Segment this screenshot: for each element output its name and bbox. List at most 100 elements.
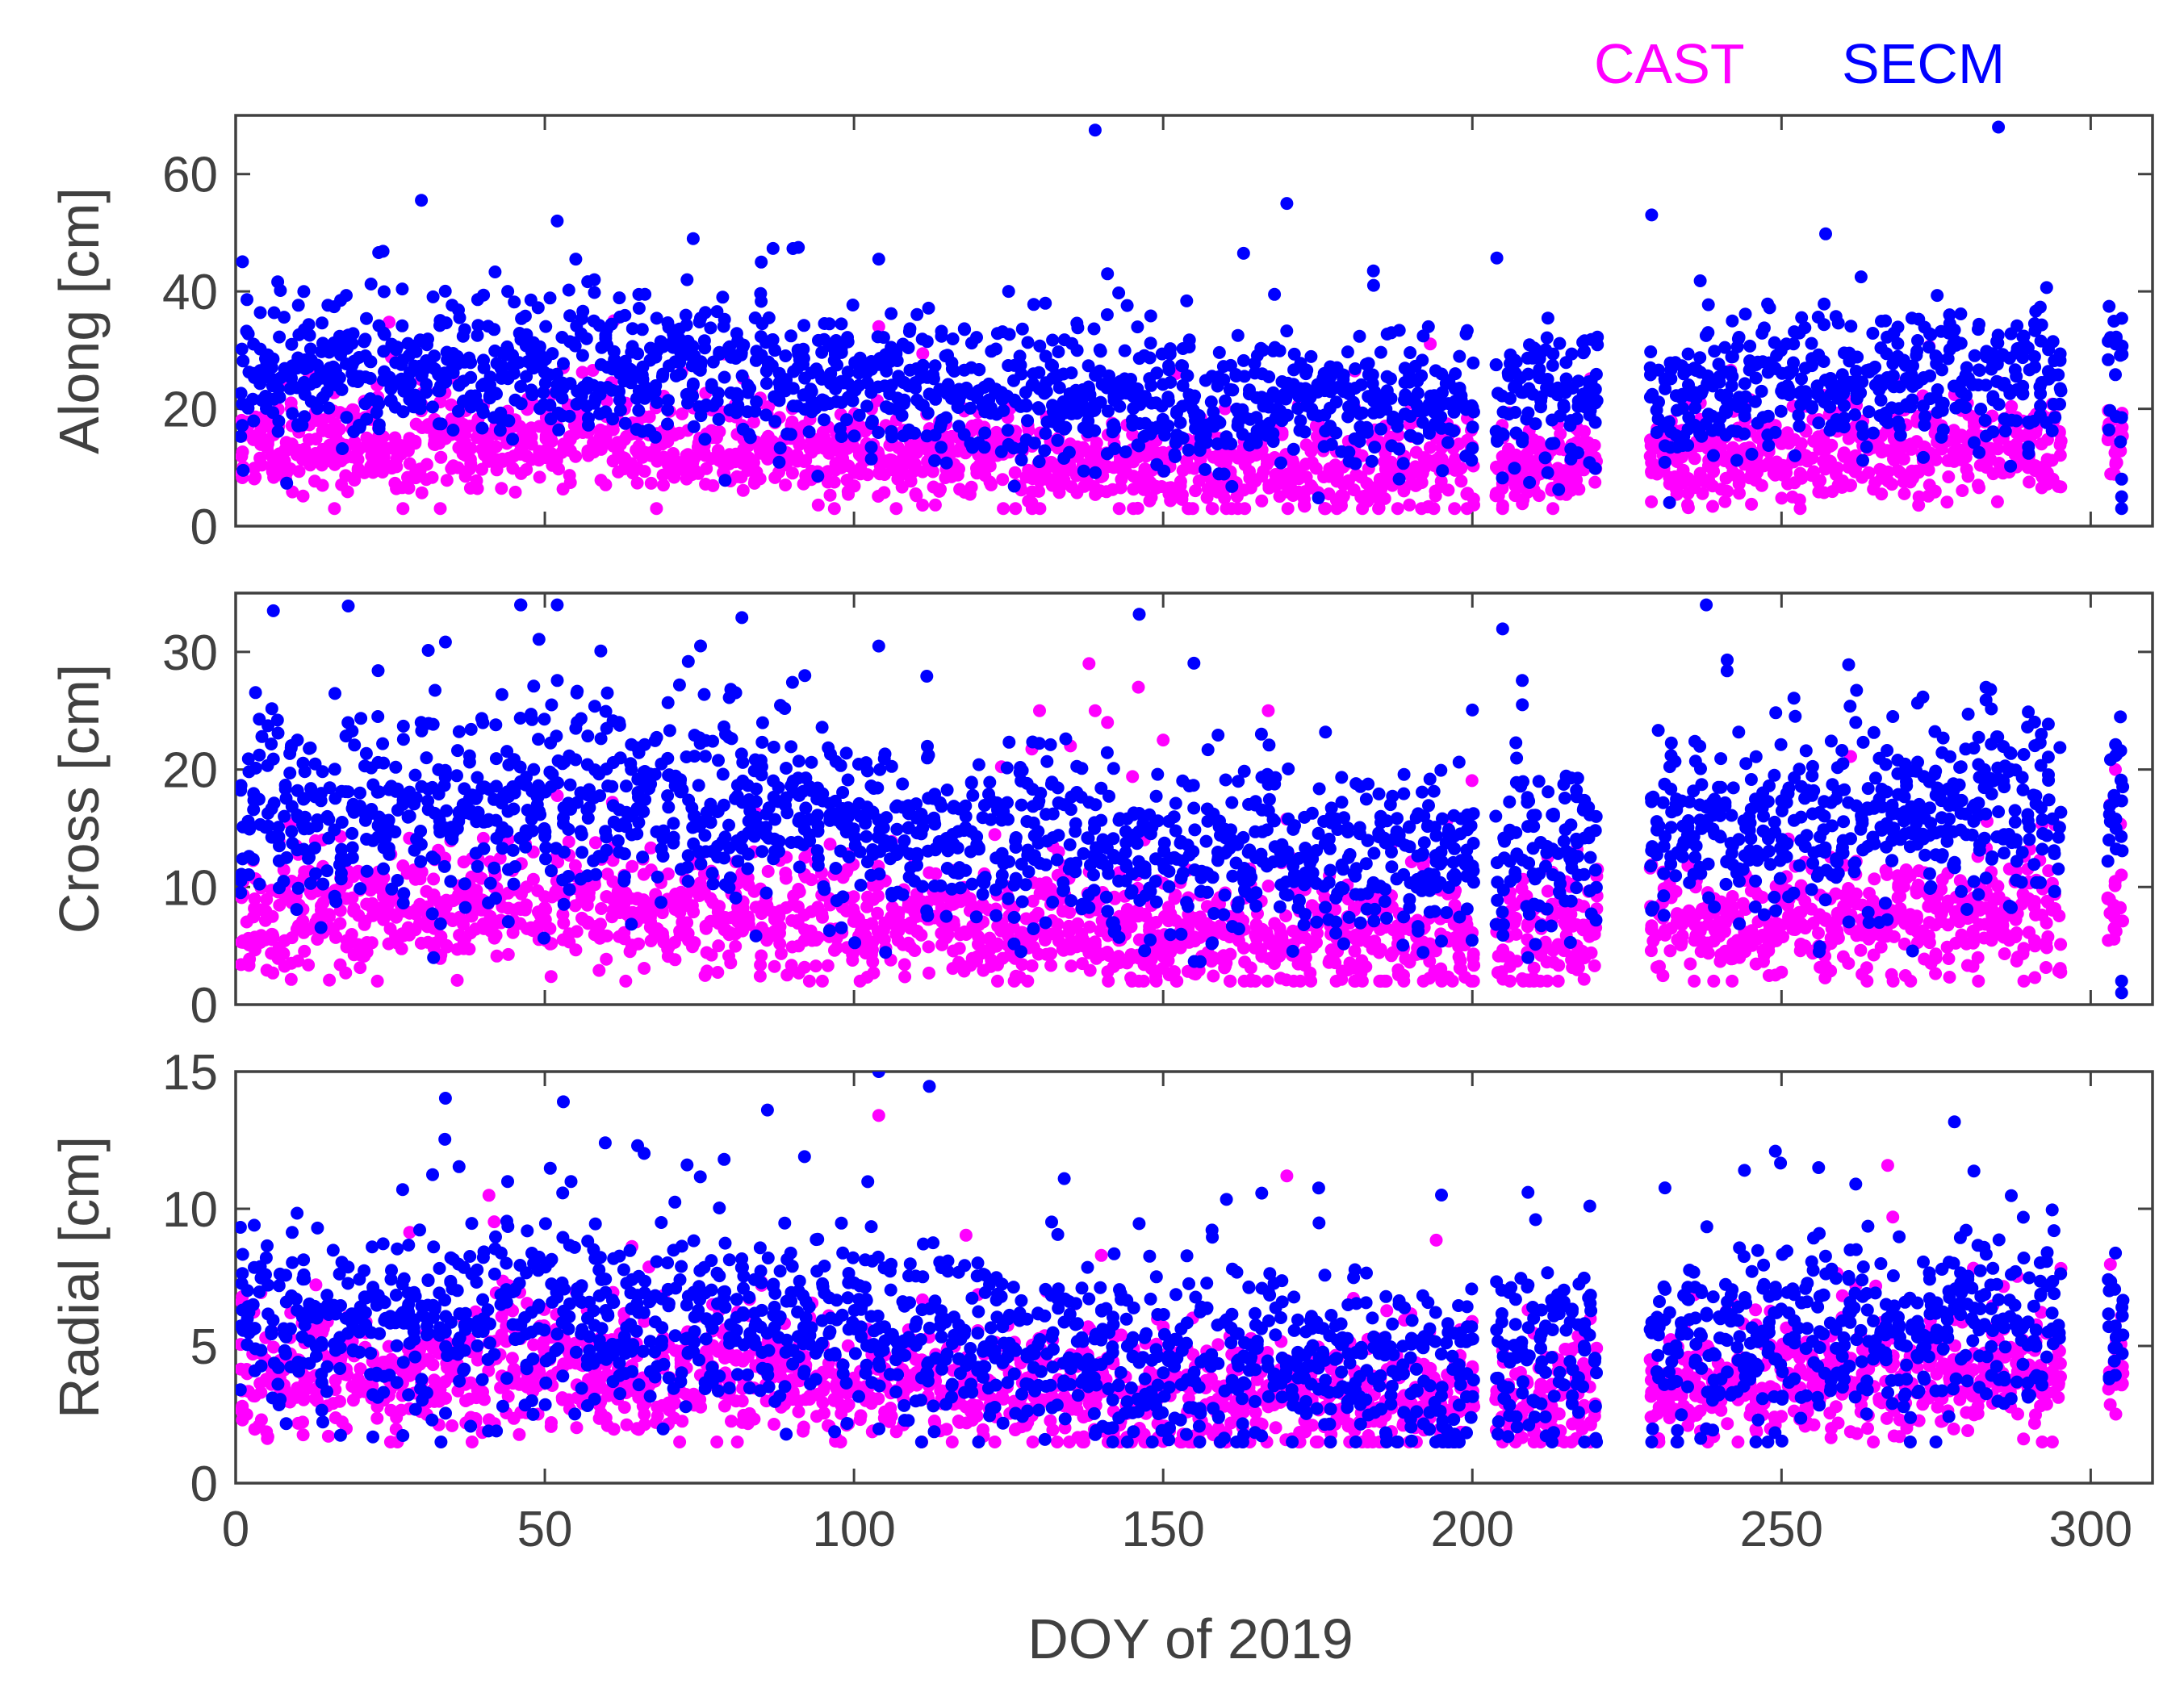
point-secm [539, 320, 553, 333]
point-secm [1237, 370, 1251, 383]
point-secm [420, 338, 433, 352]
y-axis-label: Along [cm] [48, 187, 111, 454]
legend-secm: SECM [1842, 32, 2005, 95]
point-secm [1120, 299, 1134, 312]
point-secm [311, 402, 324, 416]
point-cast [871, 906, 885, 920]
point-secm [471, 319, 485, 332]
point-cast [1928, 485, 1942, 499]
point-cast [1509, 448, 1523, 462]
point-secm [1693, 351, 1707, 365]
point-secm [970, 331, 983, 345]
point-secm [1652, 395, 1665, 409]
point-secm [1329, 426, 1343, 440]
point-secm [910, 307, 924, 321]
point-cast [823, 488, 837, 502]
point-secm [1015, 453, 1028, 466]
point-secm [298, 410, 312, 424]
point-cast [632, 937, 646, 951]
point-secm [625, 322, 639, 336]
point-cast [377, 871, 391, 884]
point-cast [2005, 399, 2019, 413]
point-secm [1466, 356, 1480, 370]
point-secm [1960, 389, 1973, 403]
point-secm [2022, 440, 2035, 453]
point-secm [377, 285, 391, 299]
point-cast [1805, 451, 1819, 465]
point-secm [1176, 378, 1190, 392]
point-secm [712, 412, 726, 426]
point-secm [1359, 357, 1373, 371]
point-secm [1217, 467, 1231, 481]
point-cast [1706, 499, 1719, 513]
point-cast [450, 973, 464, 987]
point-secm [759, 408, 773, 422]
point-secm [286, 407, 299, 420]
point-secm [908, 426, 922, 440]
point-secm [1118, 344, 1132, 357]
point-secm [1745, 447, 1759, 461]
point-secm [576, 304, 590, 318]
point-secm [1248, 357, 1261, 370]
point-secm [236, 387, 248, 400]
point-secm [1762, 439, 1776, 452]
point-secm [2046, 335, 2060, 349]
point-secm [902, 324, 916, 338]
point-cast [1309, 462, 1323, 475]
point-secm [1787, 337, 1801, 351]
point-secm [1094, 345, 1107, 358]
point-secm [786, 382, 800, 395]
point-cast [991, 937, 1004, 951]
point-secm [413, 402, 427, 416]
point-secm [1496, 471, 1509, 485]
point-cast [926, 465, 939, 479]
point-secm [1294, 414, 1307, 428]
point-secm [335, 382, 349, 396]
point-secm [2115, 411, 2128, 424]
point-secm [1411, 432, 1425, 445]
point-cast [1837, 449, 1851, 462]
point-cast [1922, 463, 1935, 477]
point-cast [570, 925, 584, 938]
point-secm [2053, 397, 2066, 411]
point-secm [543, 399, 557, 412]
point-cast [1423, 441, 1437, 454]
point-cast [1490, 460, 1503, 474]
point-secm [278, 311, 291, 324]
point-cast [506, 926, 520, 939]
point-secm [1812, 416, 1826, 430]
point-secm [1489, 358, 1503, 372]
point-secm [1695, 429, 1709, 443]
point-secm [1848, 408, 1862, 421]
point-secm [1162, 363, 1176, 377]
point-secm [2115, 311, 2128, 325]
point-cast [345, 928, 358, 941]
point-secm [768, 415, 782, 428]
point-cast [1149, 974, 1163, 988]
point-cast [1249, 974, 1262, 988]
point-secm [1052, 381, 1066, 395]
point-secm [1236, 403, 1249, 416]
point-cast [580, 898, 594, 912]
point-secm [525, 383, 538, 397]
point-cast [241, 956, 254, 970]
point-secm [1213, 416, 1227, 429]
point-secm [945, 356, 959, 370]
point-secm [1046, 333, 1060, 347]
point-cast [952, 942, 966, 955]
point-secm [973, 363, 986, 377]
point-cast [1557, 472, 1571, 486]
point-secm [1044, 358, 1058, 372]
point-secm [1144, 378, 1158, 392]
point-secm [1935, 399, 1948, 412]
point-secm [1911, 334, 1924, 347]
point-cast [724, 956, 738, 970]
point-secm [395, 319, 409, 332]
point-secm [2010, 414, 2023, 428]
point-secm [1738, 377, 1751, 391]
point-cast [333, 917, 347, 930]
point-secm [236, 419, 249, 433]
point-secm [1792, 408, 1805, 422]
point-secm [489, 387, 503, 400]
point-secm [649, 430, 662, 444]
